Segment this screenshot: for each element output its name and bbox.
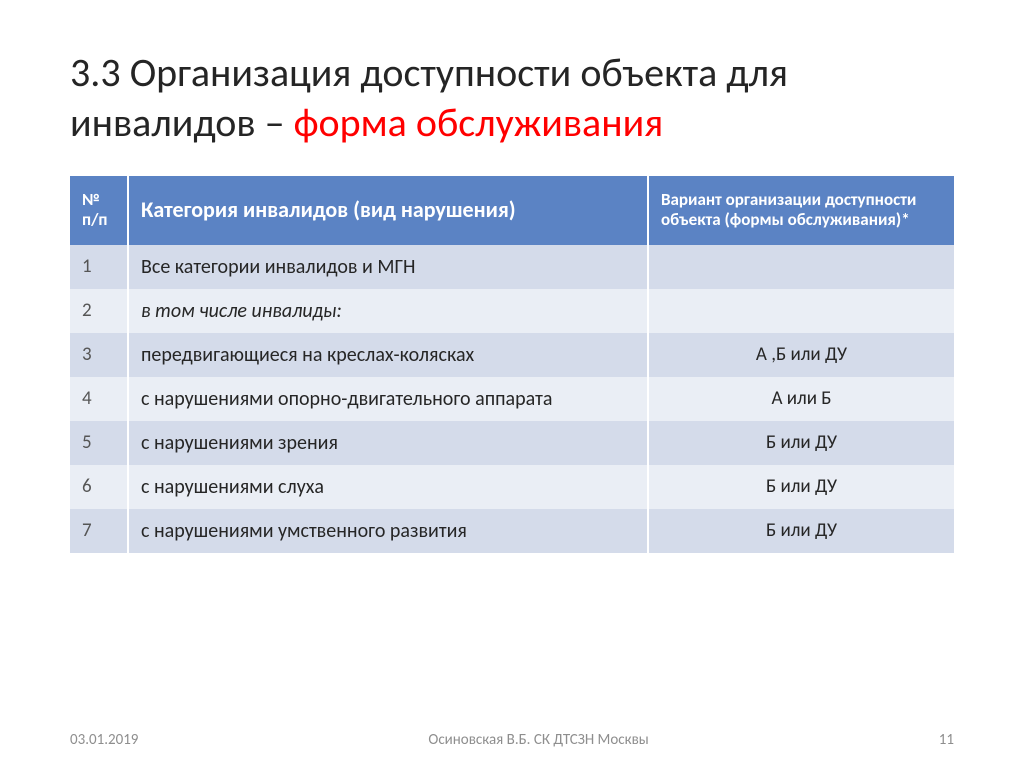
table-row: 7с нарушениями умственного развитияБ или… (70, 509, 954, 553)
footer-date: 03.01.2019 (70, 731, 138, 749)
cell-number: 4 (70, 377, 128, 421)
cell-option (648, 289, 954, 333)
cell-category: с нарушениями зрения (128, 421, 648, 465)
slide-title: 3.3 Организация доступности объекта для … (70, 48, 954, 148)
table-row: 3передвигающиеся на креслах-коляскахА ,Б… (70, 333, 954, 377)
footer-page: 11 (939, 731, 954, 749)
accessibility-table: № п/п Категория инвалидов (вид нарушения… (70, 176, 954, 553)
cell-number: 7 (70, 509, 128, 553)
cell-option: А или Б (648, 377, 954, 421)
cell-category: с нарушениями опорно-двигательного аппар… (128, 377, 648, 421)
table-row: 5с нарушениями зренияБ или ДУ (70, 421, 954, 465)
table-header-row: № п/п Категория инвалидов (вид нарушения… (70, 176, 954, 245)
table-row: 2в том числе инвалиды: (70, 289, 954, 333)
table-row: 6с нарушениями слухаБ или ДУ (70, 465, 954, 509)
cell-option: Б или ДУ (648, 421, 954, 465)
slide-footer: 03.01.2019 Осиновская В.Б. СК ДТСЗН Моск… (0, 731, 1024, 749)
table-row: 4с нарушениями опорно-двигательного аппа… (70, 377, 954, 421)
table-row: 1Все категории инвалидов и МГН (70, 245, 954, 289)
cell-category: Все категории инвалидов и МГН (128, 245, 648, 289)
cell-number: 3 (70, 333, 128, 377)
title-highlight: форма обслуживания (294, 98, 664, 147)
cell-number: 1 (70, 245, 128, 289)
col-header-option: Вариант организации доступности объекта … (648, 176, 954, 245)
col-header-number: № п/п (70, 176, 128, 245)
cell-option: Б или ДУ (648, 509, 954, 553)
cell-option: Б или ДУ (648, 465, 954, 509)
cell-option: А ,Б или ДУ (648, 333, 954, 377)
cell-category: передвигающиеся на креслах-колясках (128, 333, 648, 377)
cell-number: 2 (70, 289, 128, 333)
col-header-category: Категория инвалидов (вид нарушения) (128, 176, 648, 245)
footer-author: Осиновская В.Б. СК ДТСЗН Москвы (428, 731, 648, 749)
cell-number: 5 (70, 421, 128, 465)
cell-category: в том числе инвалиды: (128, 289, 648, 333)
cell-category: с нарушениями слуха (128, 465, 648, 509)
cell-number: 6 (70, 465, 128, 509)
cell-category: с нарушениями умственного развития (128, 509, 648, 553)
cell-option (648, 245, 954, 289)
